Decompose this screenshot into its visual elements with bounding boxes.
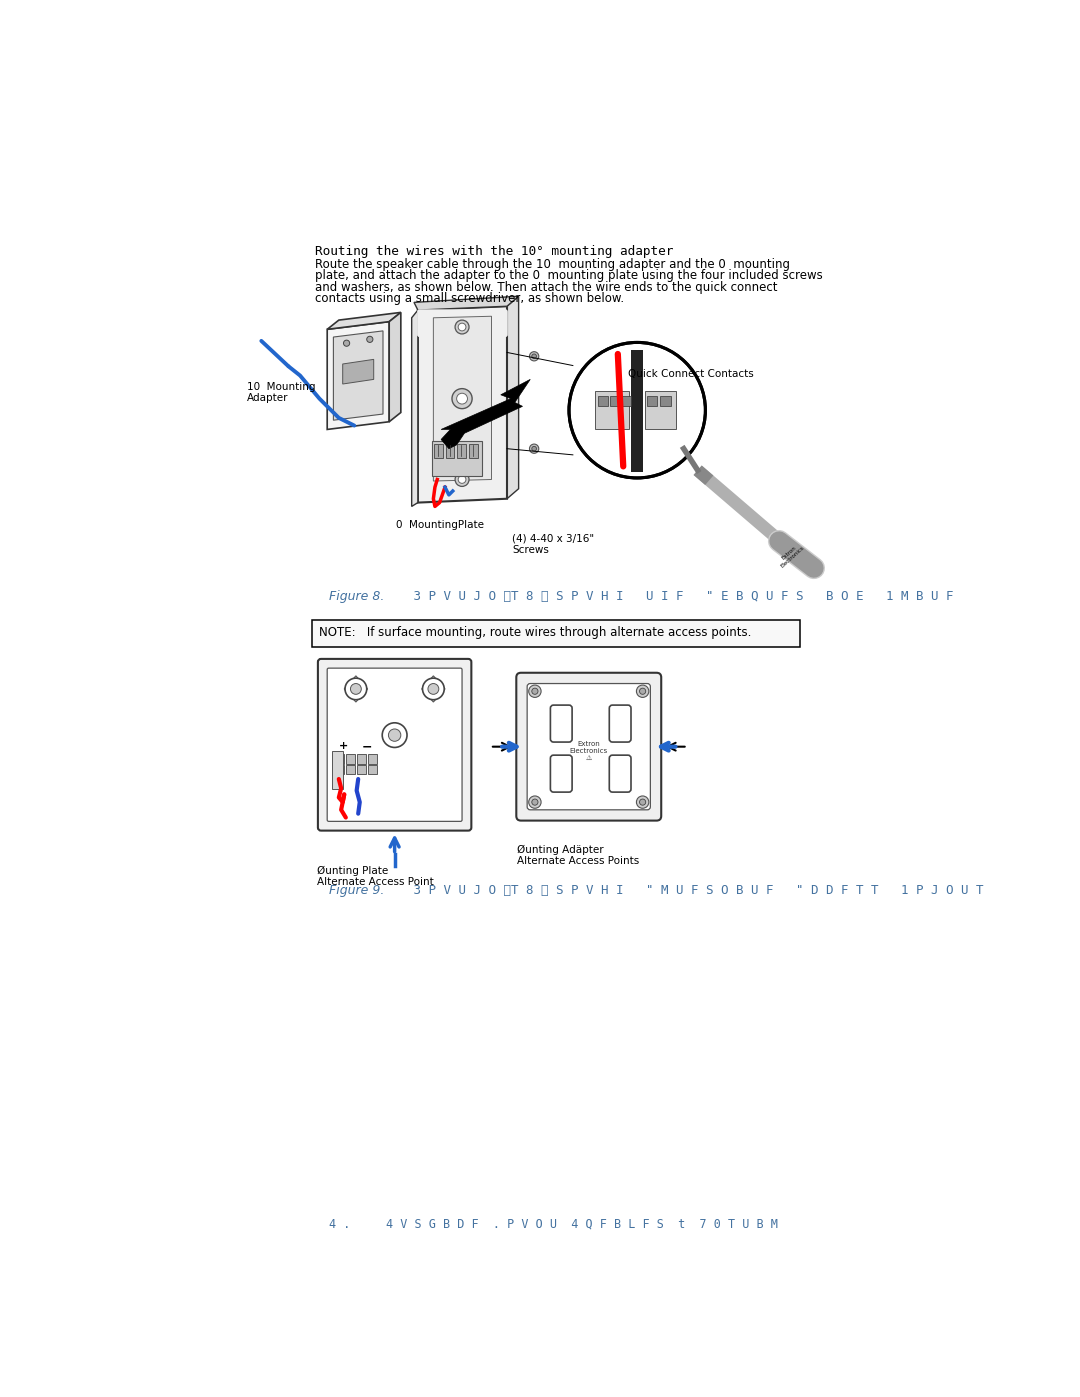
Bar: [367, 766, 377, 774]
Bar: [661, 397, 672, 405]
Circle shape: [639, 799, 646, 805]
Bar: [367, 754, 377, 764]
FancyBboxPatch shape: [327, 668, 462, 821]
Circle shape: [529, 444, 539, 453]
Text: NOTE:   If surface mounting, route wires through alternate access points.: NOTE: If surface mounting, route wires t…: [319, 626, 751, 638]
Polygon shape: [327, 313, 401, 330]
Text: Quick Connect Contacts: Quick Connect Contacts: [627, 369, 754, 380]
Circle shape: [345, 678, 367, 700]
Bar: [335, 766, 345, 774]
Bar: [312, 620, 800, 647]
Polygon shape: [507, 296, 518, 499]
Polygon shape: [411, 310, 418, 507]
FancyBboxPatch shape: [516, 673, 661, 820]
Polygon shape: [345, 676, 367, 703]
Circle shape: [531, 689, 538, 694]
Bar: [356, 754, 366, 764]
Circle shape: [367, 337, 373, 342]
Circle shape: [458, 323, 465, 331]
Circle shape: [639, 689, 646, 694]
Circle shape: [343, 339, 350, 346]
Circle shape: [531, 447, 537, 451]
Text: 3 P V U J O ๔T 8 ๔ S P V H I   " M U F S O B U F   " D D F T T   1 P J O U T: 3 P V U J O ๔T 8 ๔ S P V H I " M U F S O…: [391, 884, 983, 897]
Circle shape: [455, 320, 469, 334]
Bar: [622, 397, 631, 405]
Text: Routing the wires with the 10° mounting adapter: Routing the wires with the 10° mounting …: [314, 244, 673, 257]
Bar: [469, 444, 477, 458]
Text: Extron
Electronics: Extron Electronics: [777, 541, 806, 569]
Bar: [432, 441, 482, 475]
Text: −: −: [362, 740, 373, 753]
Circle shape: [569, 342, 705, 478]
FancyBboxPatch shape: [417, 309, 508, 337]
Text: Øunting Plate: Øunting Plate: [318, 866, 389, 876]
Circle shape: [529, 796, 541, 809]
Bar: [434, 444, 443, 458]
Circle shape: [531, 799, 538, 805]
FancyBboxPatch shape: [527, 683, 650, 810]
Text: Extron
Electronics
⚠: Extron Electronics ⚠: [569, 740, 607, 760]
Text: Alternate Access Points: Alternate Access Points: [517, 856, 639, 866]
Circle shape: [636, 796, 649, 809]
Circle shape: [451, 388, 472, 409]
Text: Route the speaker cable through the 10  mounting adapter and the 0  mounting: Route the speaker cable through the 10 m…: [314, 257, 789, 271]
Text: 3 P V U J O ๔T 8 ๔ S P V H I   U I F   " E B Q U F S   B O E   1 M B U F: 3 P V U J O ๔T 8 ๔ S P V H I U I F " E B…: [391, 590, 954, 602]
Text: 10  Mounting
Adapter: 10 Mounting Adapter: [247, 381, 315, 404]
Circle shape: [636, 685, 649, 697]
Polygon shape: [441, 380, 530, 448]
Text: Øunting Adäpter: Øunting Adäpter: [517, 845, 604, 855]
Circle shape: [455, 472, 469, 486]
FancyBboxPatch shape: [318, 659, 471, 831]
Circle shape: [382, 722, 407, 747]
Bar: [346, 766, 355, 774]
Bar: [458, 444, 465, 458]
Polygon shape: [389, 313, 401, 422]
Text: 4 .     4 V S G B D F  . P V O U  4 Q F B L F S  t  7 0 T U B M: 4 . 4 V S G B D F . P V O U 4 Q F B L F …: [329, 1217, 778, 1231]
Polygon shape: [422, 676, 445, 703]
Text: and washers, as shown below. Then attach the wire ends to the quick connect: and washers, as shown below. Then attach…: [314, 281, 778, 293]
Text: (4) 4-40 x 3/16"
Screws: (4) 4-40 x 3/16" Screws: [512, 534, 595, 555]
Bar: [332, 750, 343, 789]
Polygon shape: [342, 359, 374, 384]
Polygon shape: [433, 316, 491, 481]
Bar: [598, 397, 608, 405]
Polygon shape: [418, 306, 507, 503]
Bar: [610, 397, 619, 405]
Circle shape: [389, 729, 401, 742]
Bar: [645, 391, 676, 429]
Circle shape: [457, 393, 468, 404]
Circle shape: [350, 683, 362, 694]
Polygon shape: [334, 331, 383, 420]
Polygon shape: [327, 321, 389, 429]
Circle shape: [422, 678, 444, 700]
Circle shape: [531, 353, 537, 359]
Bar: [335, 754, 345, 764]
Text: Figure 8.: Figure 8.: [328, 590, 384, 602]
Bar: [446, 444, 455, 458]
Circle shape: [458, 475, 465, 483]
Bar: [595, 391, 630, 429]
Text: 0  MountingPlate: 0 MountingPlate: [396, 520, 484, 529]
Circle shape: [529, 685, 541, 697]
Polygon shape: [414, 296, 518, 310]
Text: contacts using a small screwdriver, as shown below.: contacts using a small screwdriver, as s…: [314, 292, 624, 306]
Bar: [631, 351, 644, 472]
Text: Alternate Access Point: Alternate Access Point: [318, 877, 434, 887]
Text: plate, and attach the adapter to the 0  mounting plate using the four included s: plate, and attach the adapter to the 0 m…: [314, 270, 823, 282]
Bar: [346, 754, 355, 764]
Text: Figure 9.: Figure 9.: [328, 884, 384, 897]
Bar: [647, 397, 658, 405]
Text: +: +: [339, 740, 348, 750]
Circle shape: [529, 352, 539, 360]
Circle shape: [428, 683, 438, 694]
Bar: [356, 766, 366, 774]
